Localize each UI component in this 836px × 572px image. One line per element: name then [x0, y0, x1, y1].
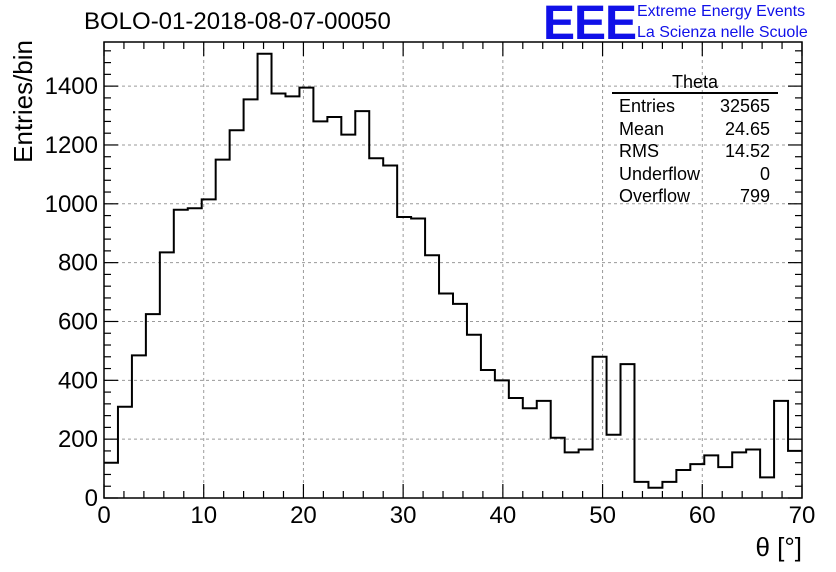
x-tick-label: 40 — [490, 502, 517, 529]
grid-lines — [104, 42, 802, 498]
stats-row: Entries 32565 — [612, 95, 778, 118]
y-tick-label: 600 — [58, 308, 98, 335]
y-axis-label: Entries/bin — [8, 40, 38, 163]
stats-box: Theta Entries 32565 Mean 24.65 RMS 14.52… — [612, 73, 778, 208]
y-tick-label: 1000 — [45, 191, 98, 218]
y-tick-label: 200 — [58, 426, 98, 453]
x-tick-label: 10 — [190, 502, 217, 529]
y-tick-label: 400 — [58, 367, 98, 394]
y-tick-label: 0 — [85, 485, 98, 512]
x-axis-label: θ [°] — [755, 532, 802, 562]
stats-row: Overflow 799 — [612, 185, 778, 208]
y-tick-label: 800 — [58, 250, 98, 277]
stats-row: RMS 14.52 — [612, 140, 778, 163]
stats-value: 24.65 — [724, 118, 770, 139]
stats-label: RMS — [619, 141, 659, 162]
chart-title: BOLO-01-2018-08-07-00050 — [84, 8, 391, 35]
stats-title: Theta — [612, 73, 778, 94]
stats-label: Overflow — [619, 186, 691, 207]
plot-frame — [103, 41, 803, 499]
axis-ticks — [103, 42, 803, 499]
stats-value: 32565 — [719, 96, 770, 116]
stats-label: Entries — [619, 96, 676, 116]
stats-label: Underflow — [619, 163, 701, 184]
x-tick-label: 60 — [689, 502, 716, 529]
stats-value: 14.52 — [724, 141, 770, 162]
x-tick-label: 50 — [589, 502, 616, 529]
stats-label: Mean — [619, 118, 665, 139]
stats-row: Underflow 0 — [612, 163, 778, 186]
stats-value: 0 — [759, 163, 770, 184]
logo-line-2: La Scienza nelle Scuole — [637, 24, 808, 41]
x-tick-label: 20 — [290, 502, 317, 529]
x-tick-label: 70 — [789, 502, 816, 529]
x-tick-label: 0 — [97, 502, 110, 529]
x-tick-label: 30 — [390, 502, 417, 529]
y-tick-label: 1400 — [45, 73, 98, 100]
x-tick-labels: 0 10 20 30 40 50 60 70 — [97, 502, 815, 529]
logo-line-1: Extreme Energy Events — [637, 3, 806, 20]
histogram-series — [104, 52, 802, 489]
eee-logo: EEE — [543, 0, 637, 50]
y-tick-label: 1200 — [45, 132, 98, 159]
stats-row: Mean 24.65 — [612, 118, 778, 141]
stats-value: 799 — [739, 186, 770, 207]
y-tick-labels: 0 200 400 600 800 1000 1200 1400 — [45, 73, 98, 512]
